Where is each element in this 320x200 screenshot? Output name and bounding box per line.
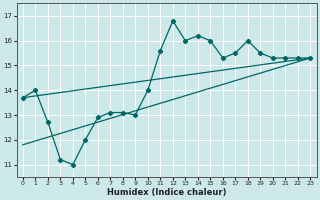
- X-axis label: Humidex (Indice chaleur): Humidex (Indice chaleur): [107, 188, 226, 197]
